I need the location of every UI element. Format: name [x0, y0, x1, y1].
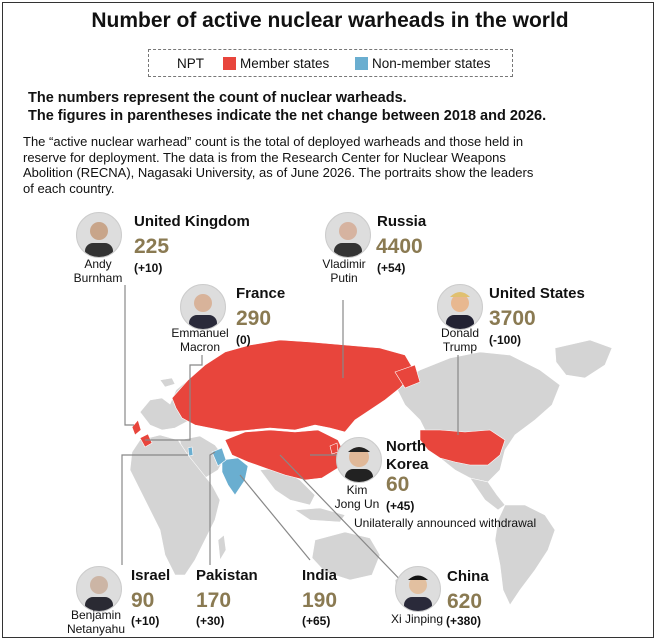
page-title: Number of active nuclear warheads in the… — [91, 9, 569, 32]
nk-count: 60 — [386, 473, 410, 496]
india-change: (+65) — [302, 614, 331, 628]
description-line-3: Abolition (RECNA), Nagasaki University, … — [23, 165, 534, 180]
subtitle-2: The figures in parentheses indicate the … — [28, 108, 547, 124]
israel-leader-line-1: Benjamin — [70, 608, 122, 622]
pakistan-shape — [211, 447, 227, 467]
nk-change: (+45) — [386, 499, 415, 513]
uk-leader-line-1: Andy — [84, 257, 112, 271]
russia-change: (+54) — [377, 261, 406, 275]
india-name: India — [302, 567, 338, 584]
france-leader-line-1: Emmanuel — [171, 326, 229, 340]
nk-note: Unilaterally announced withdrawal — [354, 516, 537, 530]
uk-leader-line-2: Burnham — [73, 271, 123, 285]
israel-leader-line-2: Netanyahu — [66, 622, 126, 636]
russia-shape — [171, 339, 416, 433]
us-name: United States — [489, 285, 585, 302]
india-count: 190 — [302, 589, 338, 612]
india-shape — [221, 457, 249, 496]
france-name: France — [236, 285, 286, 302]
central-america-shape — [469, 477, 506, 511]
china-connector — [279, 454, 411, 591]
uk-connector — [124, 285, 134, 426]
pakistan-count: 170 — [196, 589, 232, 612]
israel-connector — [121, 454, 188, 565]
subtitle-1: The numbers represent the count of nucle… — [28, 90, 407, 106]
france-connector — [145, 355, 203, 441]
legend-member-swatch — [223, 57, 236, 70]
iceland-shape — [159, 377, 176, 388]
description-line-4: of each country. — [23, 180, 115, 196]
legend: NPT Member states Non-member states — [148, 49, 513, 77]
russia-count: 4400 — [376, 235, 423, 258]
uk-name: United Kingdom — [134, 213, 250, 230]
israel-leader-name: Benjamin Netanyahu — [60, 608, 132, 636]
south-america-shape — [494, 504, 556, 606]
france-count: 290 — [236, 307, 272, 330]
us-leader-line-2: Trump — [442, 340, 478, 354]
legend-member-label: Member states — [240, 56, 330, 71]
china-count: 620 — [447, 590, 483, 613]
israel-shape — [187, 446, 194, 457]
avatar-us-leader — [437, 284, 483, 330]
avatar-china-leader — [395, 566, 441, 612]
nk-name-line-2: Korea — [386, 456, 429, 473]
china-leader-name: Xi Jinping — [390, 612, 444, 626]
us-count: 3700 — [489, 307, 536, 330]
nk-leader-name: Kim Jong Un — [328, 483, 386, 511]
nk-leader-line-1: Kim — [346, 483, 368, 497]
uk-leader-name: Andy Burnham — [68, 257, 128, 285]
description-line-1: The “active nuclear warhead” count is th… — [23, 134, 524, 149]
china-name: China — [447, 568, 489, 585]
us-shape — [419, 429, 506, 466]
avatar-russia-leader — [325, 212, 371, 258]
india-connector — [239, 474, 311, 561]
nk-name: North Korea — [386, 438, 429, 474]
avatar-france-leader — [180, 284, 226, 330]
frame — [2, 2, 654, 638]
israel-count: 90 — [131, 589, 155, 612]
france-leader-name: Emmanuel Macron — [164, 326, 236, 354]
nk-leader-line-2: Jong Un — [334, 497, 380, 511]
australia-shape — [311, 531, 381, 581]
us-change: (-100) — [489, 333, 522, 347]
russia-leader-line-2: Putin — [330, 271, 358, 285]
greenland-shape — [554, 339, 613, 379]
us-leader-line-1: Donald — [440, 326, 480, 340]
russia-leader-line-1: Vladimir — [322, 257, 366, 271]
pakistan-change: (+30) — [196, 614, 225, 628]
nk-name-line-1: North — [386, 438, 426, 455]
uk-change: (+10) — [134, 261, 163, 275]
uk-count: 225 — [134, 235, 170, 258]
france-change: (0) — [236, 333, 251, 347]
legend-nonmember-swatch — [355, 57, 368, 70]
us-leader-name: Donald Trump — [430, 326, 490, 354]
uk-shape — [131, 419, 142, 436]
israel-change: (+10) — [131, 614, 160, 628]
avatar-israel-leader — [76, 566, 122, 612]
description-line-2: reserve for deployment. The data is from… — [23, 149, 506, 165]
china-change: (+380) — [446, 614, 482, 628]
legend-nonmember-label: Non-member states — [372, 56, 491, 71]
avatar-nk-leader — [336, 437, 382, 483]
madagascar-shape — [217, 534, 227, 561]
us-alaska-shape — [394, 364, 421, 389]
russia-leader-name: Vladimir Putin — [312, 257, 376, 285]
france-leader-line-2: Macron — [179, 340, 220, 354]
pakistan-name: Pakistan — [196, 567, 258, 584]
indonesia-shape — [294, 507, 346, 523]
avatar-uk-leader — [76, 212, 122, 258]
israel-name: Israel — [131, 567, 171, 584]
pakistan-connector — [209, 451, 216, 565]
legend-npt-label: NPT — [177, 56, 204, 71]
russia-name: Russia — [377, 213, 427, 230]
